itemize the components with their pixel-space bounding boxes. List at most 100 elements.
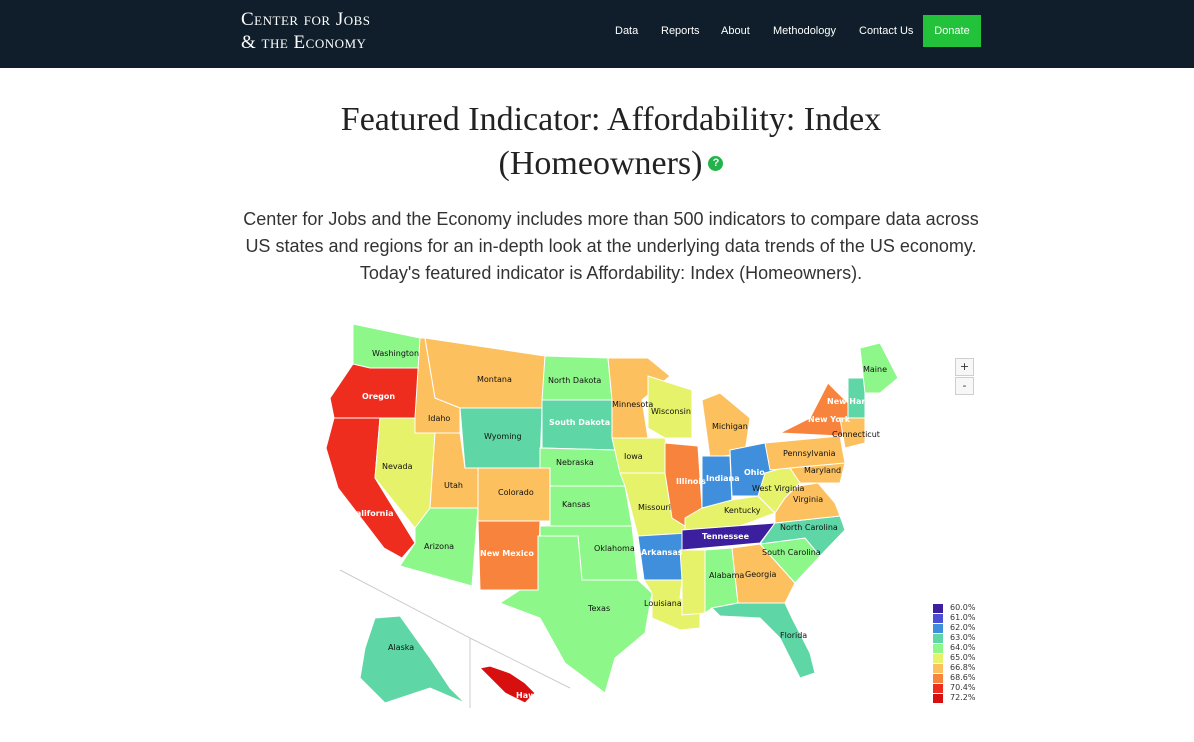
state-montana[interactable] xyxy=(424,337,546,409)
nav-contact-us[interactable]: Contact Us xyxy=(859,25,914,37)
zoom-in-button[interactable]: + xyxy=(955,358,974,376)
label-illinois: Illinois xyxy=(676,477,706,486)
nav-reports[interactable]: Reports xyxy=(661,25,700,37)
state-tennessee[interactable] xyxy=(681,522,777,551)
state-texas[interactable] xyxy=(498,535,653,694)
legend-swatch xyxy=(933,664,943,673)
label-washington: Washington xyxy=(372,349,419,358)
label-utah: Utah xyxy=(444,481,463,490)
nav-methodology[interactable]: Methodology xyxy=(773,25,836,37)
us-choropleth-map[interactable]: Washington Oregon California Idaho Nevad… xyxy=(320,318,920,713)
color-legend: 60.0% 61.0% 62.0% 63.0% 64.0% 65.0% 66.8… xyxy=(933,603,993,703)
state-wisconsin[interactable] xyxy=(647,375,693,439)
legend-label: 66.8% xyxy=(950,663,976,672)
legend-swatch xyxy=(933,654,943,663)
site-logo[interactable]: Center for Jobs & the Economy xyxy=(241,8,371,54)
label-new-hampshire: New Hampshire xyxy=(827,397,899,406)
top-navigation-bar: Center for Jobs & the Economy Data Repor… xyxy=(0,0,1194,68)
legend-swatch xyxy=(933,674,943,683)
label-nevada: Nevada xyxy=(382,462,413,471)
label-west-virginia: West Virginia xyxy=(752,484,804,493)
page-title: Featured Indicator: Affordability: Index… xyxy=(240,98,982,186)
label-oregon: Oregon xyxy=(362,392,395,401)
label-virginia: Virginia xyxy=(793,495,823,504)
label-arizona: Arizona xyxy=(424,542,454,551)
label-montana: Montana xyxy=(477,375,512,384)
nav-about[interactable]: About xyxy=(721,25,750,37)
label-north-carolina: North Carolina xyxy=(780,523,838,532)
label-connecticut: Connecticut xyxy=(832,430,880,439)
logo-line-2: & the Economy xyxy=(241,32,367,53)
state-hawaii[interactable] xyxy=(478,665,536,704)
label-idaho: Idaho xyxy=(428,414,450,423)
donate-button[interactable]: Donate xyxy=(923,15,981,47)
legend-item: 62.0% xyxy=(933,623,993,633)
inset-divider-3 xyxy=(469,637,571,689)
state-louisiana[interactable] xyxy=(643,579,701,631)
inset-divider xyxy=(339,569,471,639)
label-arkansas: Arkansas xyxy=(641,548,683,557)
label-ohio: Ohio xyxy=(744,468,765,477)
state-georgia[interactable] xyxy=(731,543,796,604)
state-alaska[interactable] xyxy=(359,615,466,704)
legend-label: 68.6% xyxy=(950,673,976,682)
label-kentucky: Kentucky xyxy=(724,506,761,515)
label-maine: Maine xyxy=(863,365,887,374)
state-maryland[interactable] xyxy=(789,462,846,484)
state-mississippi[interactable] xyxy=(679,549,706,616)
label-pennsylvania: Pennsylvania xyxy=(783,449,836,458)
label-texas: Texas xyxy=(587,604,610,613)
label-maryland: Maryland xyxy=(804,466,841,475)
state-nebraska[interactable] xyxy=(539,447,626,487)
legend-item: 70.4% xyxy=(933,683,993,693)
legend-label: 61.0% xyxy=(950,613,976,622)
legend-swatch xyxy=(933,624,943,633)
label-oklahoma: Oklahoma xyxy=(594,544,635,553)
label-tennessee: Tennessee xyxy=(702,532,750,541)
legend-label: 64.0% xyxy=(950,643,976,652)
state-florida[interactable] xyxy=(710,602,816,679)
label-iowa: Iowa xyxy=(624,452,643,461)
legend-item: 64.0% xyxy=(933,643,993,653)
legend-item: 63.0% xyxy=(933,633,993,643)
state-michigan[interactable] xyxy=(701,392,751,459)
label-north-dakota: North Dakota xyxy=(548,376,601,385)
legend-swatch xyxy=(933,614,943,623)
label-wisconsin: Wisconsin xyxy=(651,407,691,416)
zoom-out-button[interactable]: - xyxy=(955,377,974,395)
legend-item: 61.0% xyxy=(933,613,993,623)
legend-item: 68.6% xyxy=(933,673,993,683)
label-minnesota: Minnesota xyxy=(612,400,653,409)
legend-label: 60.0% xyxy=(950,603,976,612)
legend-swatch xyxy=(933,684,943,693)
intro-paragraph: Center for Jobs and the Economy includes… xyxy=(243,209,979,283)
label-indiana: Indiana xyxy=(706,474,740,483)
label-nebraska: Nebraska xyxy=(556,458,594,467)
state-maine[interactable] xyxy=(859,342,899,394)
legend-item: 65.0% xyxy=(933,653,993,663)
label-south-carolina: South Carolina xyxy=(762,548,821,557)
label-colorado: Colorado xyxy=(498,488,534,497)
state-washington[interactable] xyxy=(352,323,421,369)
label-south-dakota: South Dakota xyxy=(549,418,610,427)
legend-item: 60.0% xyxy=(933,603,993,613)
state-oregon[interactable] xyxy=(329,363,421,419)
help-icon[interactable]: ? xyxy=(708,155,724,171)
label-michigan: Michigan xyxy=(712,422,748,431)
label-new-york: New York xyxy=(808,415,851,424)
label-wyoming: Wyoming xyxy=(484,432,522,441)
nav-data[interactable]: Data xyxy=(615,25,639,37)
state-new-hampshire[interactable] xyxy=(847,377,866,419)
legend-swatch xyxy=(933,604,943,613)
logo-line-1: Center for Jobs xyxy=(241,9,371,30)
label-florida: Florida xyxy=(780,631,807,640)
label-california: California xyxy=(350,509,394,518)
label-louisiana: Louisiana xyxy=(644,599,682,608)
legend-swatch xyxy=(933,644,943,653)
legend-label: 70.4% xyxy=(950,683,976,692)
label-georgia: Georgia xyxy=(745,570,776,579)
legend-label: 72.2% xyxy=(950,693,976,702)
label-new-mexico: New Mexico xyxy=(480,549,534,558)
label-kansas: Kansas xyxy=(562,500,590,509)
page-title-text: Featured Indicator: Affordability: Index… xyxy=(340,101,882,182)
